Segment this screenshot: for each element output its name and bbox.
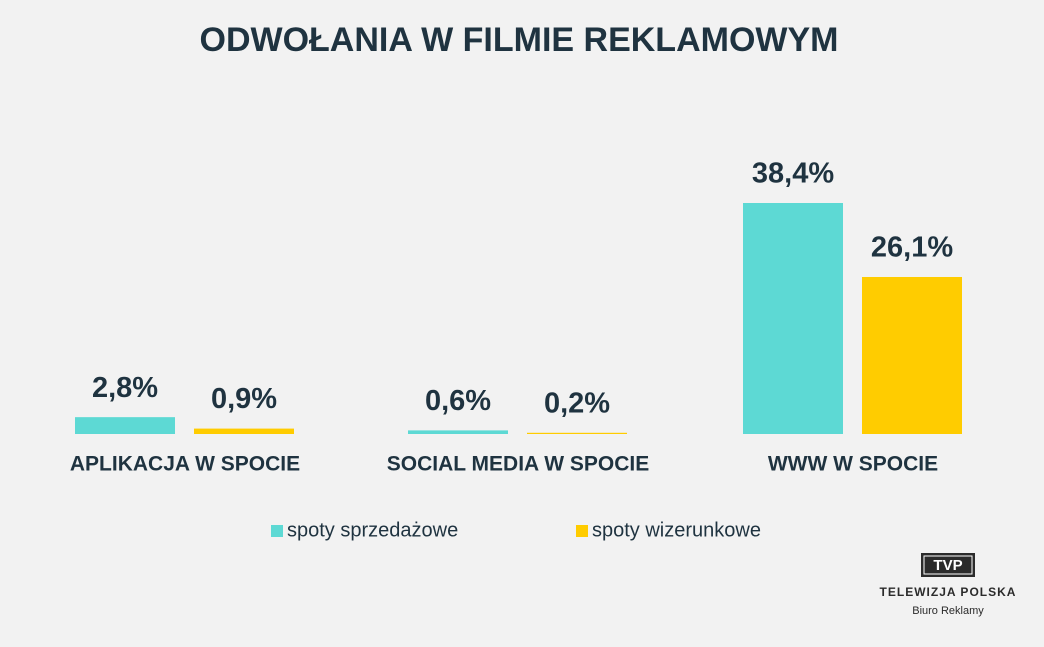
bar: [743, 203, 843, 434]
bar: [408, 430, 508, 434]
logo-box: [921, 553, 975, 577]
bar: [75, 417, 175, 434]
bar: [862, 276, 962, 434]
legend-swatch: [576, 525, 588, 537]
x-tick-label: APLIKACJA W SPOCIE: [70, 453, 300, 476]
legend-label: spoty wizerunkowe: [592, 519, 761, 541]
data-label: 26,1%: [871, 232, 953, 264]
legend-swatch: [271, 525, 283, 537]
logo-subtitle: Biuro Reklamy: [912, 605, 984, 617]
bar: [527, 432, 627, 434]
x-tick-label: SOCIAL MEDIA W SPOCIE: [387, 453, 650, 476]
logo-mark: TVP: [933, 557, 962, 574]
data-label: 38,4%: [752, 158, 834, 190]
data-label: 0,6%: [425, 385, 491, 417]
chart-title: ODWOŁANIA W FILMIE REKLAMOWYM: [200, 21, 839, 59]
logo-frame: [923, 555, 973, 575]
logo: TVP TELEWIZJA POLSKA Biuro Reklamy: [880, 553, 1017, 617]
data-label: 0,9%: [211, 383, 277, 415]
legend-label: spoty sprzedażowe: [287, 519, 458, 541]
data-label: 2,8%: [92, 372, 158, 404]
bar: [194, 428, 294, 434]
logo-name: TELEWIZJA POLSKA: [880, 585, 1017, 599]
x-tick-label: WWW W SPOCIE: [768, 453, 938, 476]
data-label: 0,2%: [544, 387, 610, 419]
